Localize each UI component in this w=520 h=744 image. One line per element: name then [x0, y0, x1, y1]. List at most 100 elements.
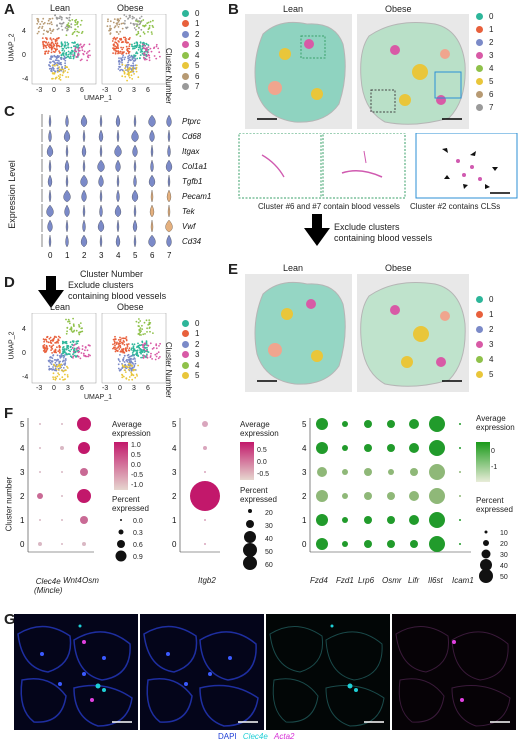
dot2-point-3	[204, 471, 206, 473]
dot3-point-1-2	[364, 516, 372, 524]
dot1-point-0-1	[61, 543, 63, 545]
dotplot-f-plots: 0 1 2 3 4 5 0 1 2 3 4 5 0 1 2 3 4 5	[20, 416, 493, 583]
dot3-point-2-5	[429, 488, 445, 504]
dot2-ytick-3: 3	[172, 468, 177, 477]
spatial-e-images	[245, 274, 469, 392]
umap-cluster-4-0	[65, 18, 84, 37]
dot3-point-0-3	[387, 540, 395, 548]
violin-Cd34-cluster-6	[148, 234, 156, 248]
legend-label-2: 2	[489, 325, 494, 334]
umap-cluster-7-1	[123, 14, 143, 31]
dot3-point-4-1	[342, 445, 348, 451]
violin-gene-label-Tgfb1: Tgfb1	[182, 177, 202, 186]
dot3-point-5-0	[316, 418, 328, 430]
legend-item-cluster-4: 4	[182, 360, 199, 371]
umap-cluster-3-1	[142, 43, 161, 62]
dot3-point-1-6	[459, 519, 461, 521]
violin-xtick-3: 3	[99, 251, 104, 260]
legend-item-cluster-0: 0	[476, 292, 493, 307]
dot2-point-1	[204, 519, 206, 521]
violin-Tgfb1-cluster-6	[148, 174, 156, 188]
violin-Vwf-cluster-0	[47, 219, 53, 233]
legend-dapi: DAPI	[218, 732, 237, 741]
legend-item-cluster-7: 7	[182, 82, 199, 93]
umap-cluster-5-1	[121, 63, 140, 82]
violin-c-plot: Ptprc Cd68 Itgax Col1a1 Tgfb1 Pecam1 Tek Vwf Cd3…	[41, 114, 211, 260]
dot2-point-5	[202, 421, 208, 427]
violin-Ptprc-cluster-5	[133, 114, 137, 128]
umap-a-title-obese: Obese	[117, 3, 144, 13]
microscopy-g-images	[14, 614, 516, 730]
violin-Pecam1-cluster-0	[48, 189, 52, 203]
dot3-point-3-1	[342, 469, 348, 475]
dot2-size-key-4	[243, 556, 257, 570]
legend-item-cluster-7: 7	[476, 101, 493, 114]
dot3-size-key-2	[481, 549, 491, 559]
legend-label-1: 1	[489, 25, 494, 34]
violin-xtick-7: 7	[167, 251, 172, 260]
umap-frame-1	[101, 313, 167, 384]
violin-Cd34-cluster-0	[48, 234, 52, 248]
violin-Itgax-cluster-7	[167, 144, 171, 158]
arrow-right-text: Exclude clusters containing blood vessel…	[334, 222, 433, 243]
caption-cls: Cluster #2 contains CLSs	[410, 202, 501, 211]
dot3-point-5-6	[459, 423, 461, 425]
violin-Itgax-cluster-6	[150, 144, 154, 158]
violin-Vwf-cluster-7	[165, 219, 173, 233]
spatial-b-legend: 0 1 2 3 4 5 6 7	[476, 10, 493, 114]
dot1-point-4-0	[39, 447, 41, 449]
violin-Cd34-cluster-3	[99, 234, 103, 248]
umap-cluster-5-1	[121, 362, 139, 381]
dot3-ytick-3: 3	[302, 468, 307, 477]
dot1-point-1-0	[39, 519, 41, 521]
legend-dot-6	[476, 91, 483, 98]
dot3-point-1-3	[387, 516, 395, 524]
legend-item-cluster-2: 2	[182, 29, 199, 40]
violin-Pecam1-cluster-4	[116, 189, 120, 203]
legend-item-cluster-2: 2	[476, 36, 493, 49]
umap-d-title-lean: Lean	[50, 302, 71, 312]
violin-Ptprc-cluster-2	[80, 114, 88, 128]
legend-label-2: 2	[489, 38, 494, 47]
dot2-size-key-1	[246, 520, 254, 528]
legend-dot-2	[182, 30, 189, 38]
violin-gene-label-Cd34: Cd34	[182, 237, 202, 246]
legend-dot-0	[182, 319, 189, 327]
dot3-point-0-6	[459, 543, 461, 545]
legend-label-3: 3	[489, 51, 494, 60]
umap-a-legend-title: Cluster Number	[164, 48, 173, 105]
umap-cluster-1-0	[41, 37, 61, 55]
legend-item-cluster-2: 2	[476, 322, 493, 337]
legend-dot-1	[182, 330, 189, 338]
legend-item-cluster-5: 5	[182, 371, 199, 382]
legend-item-cluster-5: 5	[476, 75, 493, 88]
legend-dot-1	[182, 20, 189, 28]
violin-Cd34-cluster-1	[65, 234, 69, 248]
dot1-gene-label-2: Osm	[82, 576, 99, 585]
dot1-point-5-1	[61, 423, 63, 425]
legend-label-5: 5	[195, 61, 200, 71]
spatial-e-title-obese: Obese	[385, 263, 412, 273]
legend-dot-6	[182, 72, 189, 80]
dot1-point-3-1	[61, 471, 63, 473]
dot3-point-1-4	[409, 515, 419, 525]
spatial-b-images	[245, 14, 469, 129]
dot3-pct-ticks: 10 20 30 40 50	[500, 530, 508, 581]
panel-letter-a: A	[4, 1, 15, 18]
legend-label-3: 3	[489, 340, 494, 349]
umap-frame-0	[31, 313, 97, 384]
legend-dot-0	[476, 296, 483, 303]
umap-cluster-6-1	[106, 17, 125, 35]
legend-dot-1	[476, 311, 483, 318]
dot3-point-2-1	[342, 493, 348, 499]
violin-gene-label-Col1a1: Col1a1	[182, 162, 207, 171]
spatial-e-legend: 0 1 2 3 4 5	[476, 292, 493, 382]
violin-Cd68-cluster-0	[48, 129, 52, 143]
legend-item-cluster-6: 6	[182, 71, 199, 82]
dot3-ytick-2: 2	[302, 492, 307, 501]
dot3-point-0-1	[342, 541, 348, 547]
violin-Cd68-cluster-4	[116, 129, 120, 143]
umap-a-yticks: 4 0 -4	[22, 28, 29, 83]
legend-dot-4	[182, 51, 189, 59]
